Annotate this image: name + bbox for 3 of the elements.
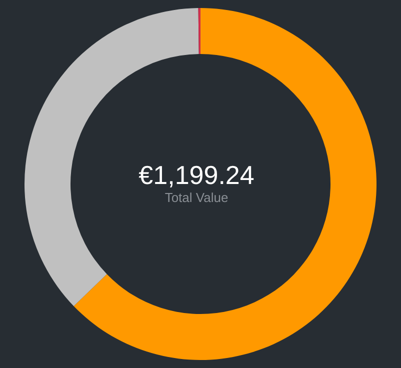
- donut-slice: [74, 8, 376, 360]
- text: Total Value: [164, 190, 228, 205]
- text: €1,199.24: [138, 160, 254, 190]
